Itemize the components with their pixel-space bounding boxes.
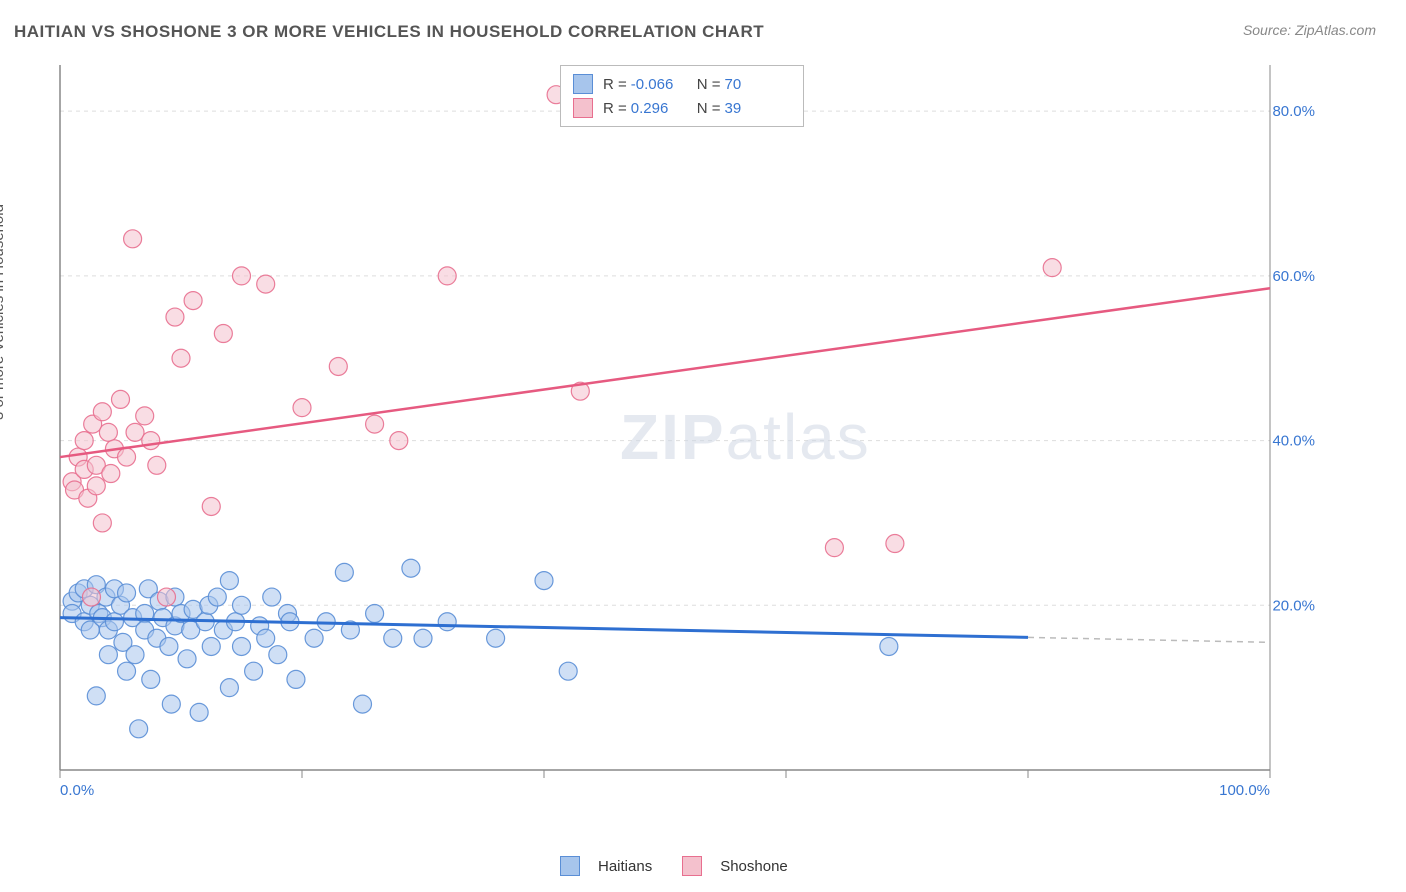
- stats-row-shoshone: R = 0.296 N = 39: [573, 96, 791, 120]
- scatter-plot: 20.0% 40.0% 60.0% 80.0% 0.0% 100.0%: [50, 60, 1320, 820]
- swatch-shoshone: [682, 856, 702, 876]
- legend-item-shoshone: Shoshone: [682, 856, 788, 876]
- source-attribution: Source: ZipAtlas.com: [1243, 22, 1376, 38]
- stats-legend-box: R = -0.066 N = 70 R = 0.296 N = 39: [560, 65, 804, 127]
- swatch-haitians: [573, 74, 593, 94]
- legend-label-shoshone: Shoshone: [720, 858, 788, 875]
- y-axis-label: 3 or more Vehicles in Household: [0, 204, 7, 420]
- n-value-haitians: 70: [725, 76, 775, 93]
- r-value-haitians: -0.066: [631, 76, 681, 93]
- svg-text:40.0%: 40.0%: [1272, 433, 1315, 450]
- svg-text:0.0%: 0.0%: [60, 782, 94, 799]
- n-value-shoshone: 39: [725, 100, 775, 117]
- swatch-haitians: [560, 856, 580, 876]
- chart-title: HAITIAN VS SHOSHONE 3 OR MORE VEHICLES I…: [14, 22, 764, 42]
- svg-text:100.0%: 100.0%: [1219, 782, 1270, 799]
- legend-item-haitians: Haitians: [560, 856, 652, 876]
- svg-text:20.0%: 20.0%: [1272, 597, 1315, 614]
- bottom-legend: Haitians Shoshone: [560, 856, 788, 876]
- swatch-shoshone: [573, 98, 593, 118]
- source-prefix: Source:: [1243, 22, 1295, 38]
- r-value-shoshone: 0.296: [631, 100, 681, 117]
- n-label: N =: [697, 100, 721, 117]
- svg-text:60.0%: 60.0%: [1272, 268, 1315, 285]
- r-label: R =: [603, 76, 627, 93]
- stats-row-haitians: R = -0.066 N = 70: [573, 72, 791, 96]
- chart-container: HAITIAN VS SHOSHONE 3 OR MORE VEHICLES I…: [0, 0, 1406, 892]
- svg-text:80.0%: 80.0%: [1272, 103, 1315, 120]
- legend-label-haitians: Haitians: [598, 858, 652, 875]
- r-label: R =: [603, 100, 627, 117]
- n-label: N =: [697, 76, 721, 93]
- source-name: ZipAtlas.com: [1295, 22, 1376, 38]
